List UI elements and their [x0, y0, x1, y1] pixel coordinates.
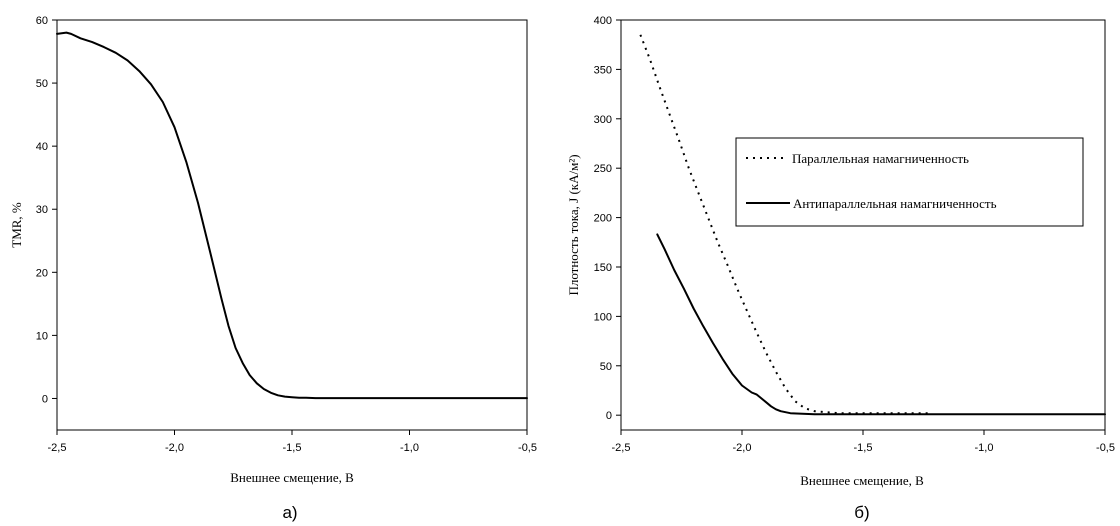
- y-axis-label-a: TMR, %: [9, 202, 24, 248]
- panel-label-b: б): [854, 503, 869, 522]
- x-tick-label: -2,5: [48, 442, 67, 454]
- x-tick-label: -2,5: [612, 442, 631, 454]
- y-axis-ticks-b: 0 50 100 150 200 250 300 350 400: [594, 15, 621, 422]
- panel-label-a: а): [282, 503, 297, 522]
- y-tick-label: 50: [36, 78, 48, 90]
- y-tick-label: 250: [594, 163, 612, 175]
- y-axis-ticks-a: 0 10 20 30 40 50 60: [36, 15, 57, 405]
- y-tick-label: 300: [594, 114, 612, 126]
- y-tick-label: 0: [42, 393, 48, 405]
- y-tick-label: 60: [36, 15, 48, 27]
- y-tick-label: 400: [594, 15, 612, 27]
- y-tick-label: 30: [36, 204, 48, 216]
- series-line-antiparallel: [656, 233, 1106, 416]
- chart-panel-a: -2,5 -2,0 -1,5 -1,0 -0,5 0 10 20 30 40 50 60 Внешн…: [9, 15, 537, 522]
- legend-entry-antiparallel: Антипараллельная намагниченность: [793, 196, 997, 211]
- series-group-b: [639, 34, 1106, 416]
- plot-area-frame-a: [56, 19, 528, 431]
- x-tick-label: -1,0: [400, 442, 419, 454]
- y-tick-label: 50: [600, 361, 612, 373]
- x-axis-ticks-b: -2,5 -2,0 -1,5 -1,0 -0,5: [612, 430, 1115, 454]
- x-tick-label: -0,5: [518, 442, 537, 454]
- x-tick-label: -0,5: [1096, 442, 1115, 454]
- legend-entry-parallel: Параллельная намагниченность: [792, 151, 969, 166]
- legend-frame: [735, 137, 1084, 227]
- y-tick-label: 350: [594, 64, 612, 76]
- y-tick-label: 40: [36, 141, 48, 153]
- x-tick-label: -2,0: [733, 442, 752, 454]
- y-tick-label: 200: [594, 213, 612, 225]
- series-group-a: [56, 31, 528, 400]
- x-axis-label-b: Внешнее смещение, В: [800, 473, 924, 488]
- x-tick-label: -1,5: [854, 442, 873, 454]
- y-tick-label: 20: [36, 267, 48, 279]
- chart-panel-b: -2,5 -2,0 -1,5 -1,0 -0,5 0 50 100 150 200 250 300 3…: [566, 15, 1115, 522]
- x-tick-label: -2,0: [165, 442, 184, 454]
- y-tick-label: 0: [606, 410, 612, 422]
- y-axis-label-b: Плотность тока, J (кА/м²): [566, 154, 581, 295]
- legend: Параллельная намагниченность Антипаралле…: [735, 137, 1084, 227]
- x-tick-label: -1,0: [975, 442, 994, 454]
- y-tick-label: 10: [36, 330, 48, 342]
- series-line-tmr: [56, 31, 528, 400]
- series-line-parallel: [639, 34, 931, 415]
- y-tick-label: 100: [594, 311, 612, 323]
- x-tick-label: -1,5: [283, 442, 302, 454]
- y-tick-label: 150: [594, 262, 612, 274]
- x-axis-label-a: Внешнее смещение, В: [230, 470, 354, 485]
- x-axis-ticks-a: -2,5 -2,0 -1,5 -1,0 -0,5: [48, 430, 537, 454]
